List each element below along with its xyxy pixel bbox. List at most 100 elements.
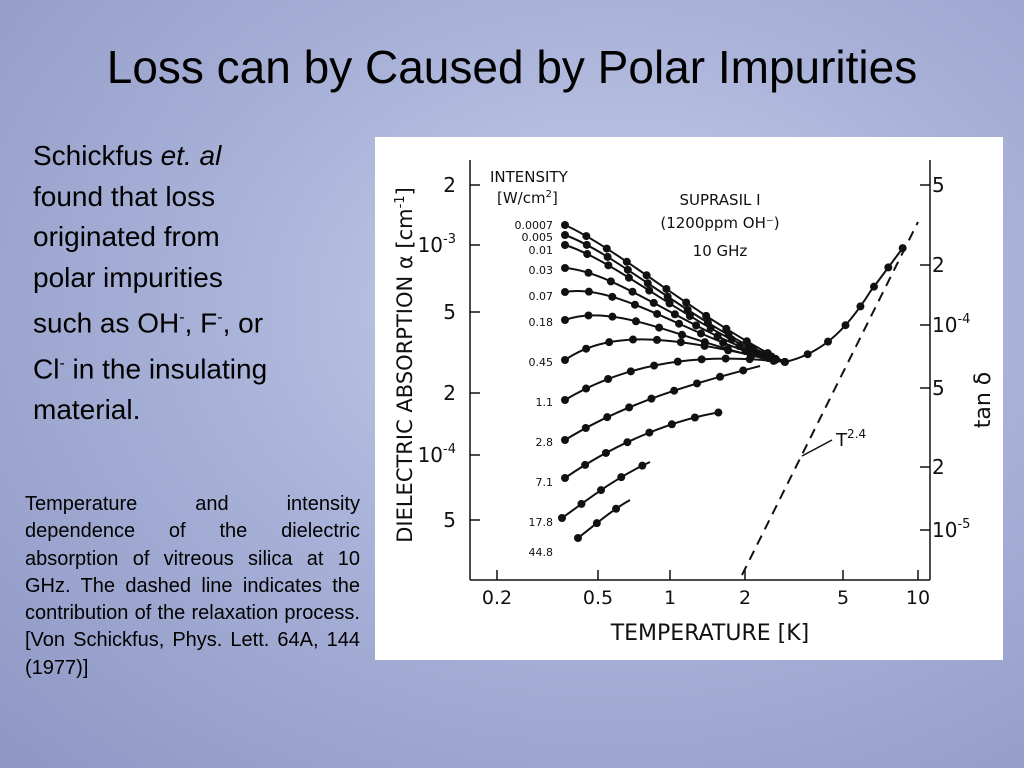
data-dot	[597, 486, 606, 495]
data-dot	[690, 413, 699, 422]
axes-frame	[469, 160, 931, 581]
data-dot	[584, 311, 593, 320]
data-dot	[577, 499, 586, 508]
data-dot	[628, 287, 637, 296]
intensity-label: 17.8	[529, 516, 554, 529]
text-part: 10	[418, 233, 443, 257]
intensity-label: 2.8	[536, 436, 554, 449]
text-part: 2.4	[847, 427, 866, 441]
data-dot	[652, 335, 661, 344]
data-dot	[678, 330, 687, 339]
data-dot	[581, 424, 590, 433]
data-dot	[803, 350, 812, 359]
data-dot	[706, 324, 715, 333]
body-segment: originated from	[33, 221, 220, 252]
intensity-label: 0.45	[529, 356, 554, 369]
data-dot	[582, 384, 591, 393]
data-dot	[606, 277, 615, 286]
data-dot	[724, 346, 733, 355]
data-dot	[643, 279, 652, 288]
data-dot	[581, 460, 590, 469]
data-dot	[608, 292, 617, 301]
data-dot	[692, 321, 701, 330]
x-tick-label: 0.5	[583, 587, 613, 609]
body-line: such as OH-, F-, or	[33, 298, 363, 344]
data-dot	[561, 474, 569, 482]
body-text: Schickfus et. al found that loss originate…	[33, 136, 363, 430]
data-dot	[676, 338, 685, 347]
data-dot	[727, 335, 736, 344]
tick-label: 10-4	[932, 312, 970, 337]
body-segment: material.	[33, 393, 141, 425]
data-dot	[647, 394, 656, 403]
data-dot	[662, 284, 671, 293]
x-tick-label: 0.2	[482, 587, 512, 609]
data-dot	[561, 396, 569, 404]
data-dot	[716, 372, 725, 381]
data-dot	[653, 309, 662, 318]
intensity-label: 0.0007	[515, 219, 554, 232]
body-segment: -	[59, 354, 65, 372]
data-dot	[722, 324, 731, 333]
data-dot	[582, 240, 591, 249]
body-segment: Schickfus	[33, 140, 161, 171]
data-dot	[655, 323, 664, 332]
intensity-label: 7.1	[536, 476, 554, 489]
data-dot	[739, 366, 748, 375]
data-dot	[561, 241, 569, 249]
data-dot	[629, 335, 638, 344]
data-dot	[642, 271, 651, 280]
text-part: 2	[932, 455, 945, 479]
data-dot	[561, 264, 569, 272]
text-part: ]	[393, 187, 417, 195]
text-part: DIELECTRIC ABSORPTION α [cm	[393, 208, 417, 542]
data-dot	[638, 461, 647, 470]
x-tick-label: 2	[739, 587, 751, 609]
body-segment: in the insulating	[64, 353, 268, 385]
data-dot	[592, 519, 601, 528]
data-dot	[561, 288, 569, 296]
data-dot	[757, 350, 766, 359]
data-dot	[663, 292, 672, 301]
data-dot	[841, 321, 850, 330]
data-dot	[623, 265, 632, 274]
data-dot	[721, 354, 730, 363]
data-dot	[645, 286, 654, 295]
data-dot	[735, 342, 744, 351]
body-segment: -	[217, 309, 223, 326]
text-part: 5	[932, 376, 945, 400]
curves	[558, 221, 907, 542]
body-line: material.	[33, 390, 363, 431]
data-dot	[692, 379, 701, 388]
tick-label: 10-3	[418, 232, 456, 257]
data-dot	[670, 386, 679, 395]
body-segment: such as OH	[33, 307, 180, 339]
body-line: polar impurities	[33, 258, 363, 299]
data-dot	[869, 282, 878, 291]
body-segment: , or	[222, 307, 264, 339]
data-dot	[714, 408, 723, 417]
data-dot	[856, 302, 865, 311]
text-part: T	[835, 430, 848, 451]
data-dot	[670, 310, 679, 319]
x-tick-label: 5	[837, 587, 849, 609]
x-axis-label: TEMPERATURE [K]	[610, 621, 810, 646]
text-part: -5	[957, 517, 970, 532]
data-dot	[622, 257, 631, 266]
data-dot	[558, 514, 566, 522]
sample-note: 10 GHz	[693, 242, 748, 260]
tick-label: 2	[932, 253, 945, 277]
data-dot	[685, 312, 694, 321]
data-dot	[608, 312, 617, 321]
data-dot	[630, 300, 639, 309]
text-part: 5	[443, 300, 456, 324]
body-segment: , F	[184, 307, 218, 339]
tick-label: 5	[443, 300, 456, 324]
annotation-leader	[801, 439, 833, 457]
x-tick-label: 10	[906, 587, 930, 609]
tick-label: 10-5	[932, 517, 970, 542]
text-part: 10	[418, 443, 443, 467]
text-part: -4	[443, 442, 456, 457]
